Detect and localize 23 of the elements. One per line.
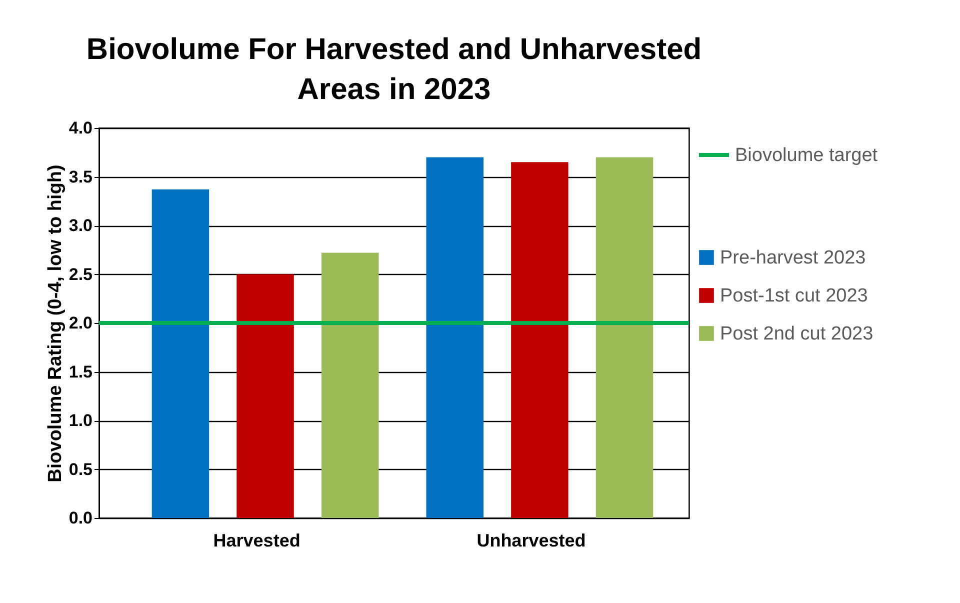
y-tick-label: 0.5 <box>68 460 92 479</box>
bar <box>152 189 210 518</box>
y-tick-label: 3.5 <box>68 167 92 186</box>
bar <box>236 274 294 518</box>
legend-label: Post 2nd cut 2023 <box>720 324 874 344</box>
x-tick-label: Unharvested <box>476 530 586 550</box>
bar <box>511 162 568 518</box>
bar <box>596 157 654 518</box>
y-tick-label: 4.0 <box>68 118 92 138</box>
bar <box>426 157 484 518</box>
legend-label: Biovolume target <box>735 145 878 166</box>
y-tick-label: 0.0 <box>68 508 92 528</box>
chart-title: Biovolume For Harvested and Unharvested Areas in 2023 <box>86 33 702 106</box>
y-tick-label: 2.5 <box>68 264 92 284</box>
y-tick-label: 2.0 <box>68 314 92 332</box>
legend-label: Pre-harvest 2023 <box>720 248 866 268</box>
y-tick-label: 1.0 <box>68 411 92 430</box>
y-axis-title: Biovolume Rating (0-4, low to high) <box>44 164 66 482</box>
legend-label: Post-1st cut 2023 <box>720 286 868 306</box>
y-tick-label: 1.5 <box>68 362 92 382</box>
y-tick-label: 3.0 <box>68 216 92 235</box>
x-tick-label: Harvested <box>213 530 300 550</box>
bar <box>321 252 379 518</box>
